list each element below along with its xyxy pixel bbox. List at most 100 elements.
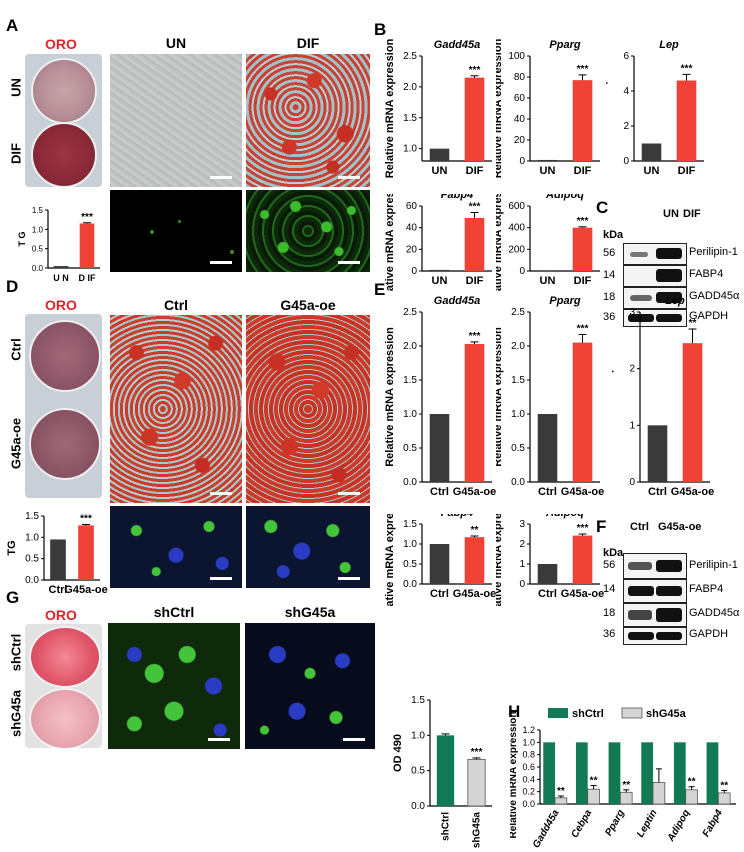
lane-label: G45a-oe <box>658 521 702 533</box>
chart-b-fabp4: Fabp4 0 20 40 60 Relative mRNA expression UN **… <box>384 194 492 292</box>
protein-label: Perilipin-1 <box>689 246 738 258</box>
y-tick-label: 0.0 <box>32 264 44 273</box>
y-axis-label: Relative mRNA expression <box>384 194 396 292</box>
y-axis-label: Relative mRNA expression <box>612 327 614 467</box>
x-tick-label: UN <box>540 165 556 177</box>
bar <box>464 217 485 271</box>
significance-label: ** <box>720 780 728 791</box>
bar <box>436 735 455 806</box>
y-tick-label: 1 <box>519 559 525 570</box>
y-tick-label: 4 <box>623 86 629 97</box>
chart-e-gadd45a: Gadd45a 0.0 0.5 1.0 1.5 2.0 2.5 Relative mRNA e… <box>384 295 496 498</box>
chart-title: Gadd45a <box>434 295 480 307</box>
y-tick-label: 1.0 <box>403 144 417 155</box>
bar <box>467 758 486 807</box>
y-tick-label: 0.5 <box>25 554 39 565</box>
significance-label: *** <box>81 212 93 223</box>
bar <box>554 797 568 805</box>
y-tick-label: 100 <box>508 51 525 62</box>
chart-title: Adipoq <box>545 514 584 519</box>
brightfield-ctrl-image <box>110 315 242 503</box>
protein-label: GADD45α <box>689 290 740 302</box>
well-plate-g <box>25 624 102 748</box>
chart-title: Adipoq <box>545 194 584 201</box>
x-tick-label: shCtrl <box>441 812 452 841</box>
y-tick-label: 20 <box>514 135 526 146</box>
blot-row <box>623 579 687 603</box>
western-blot-c: kDa UN DIF 56 14 18 36 Perilipin-1 FABP4… <box>603 208 743 329</box>
blot-row <box>623 627 687 645</box>
marker-label: 56 <box>603 559 616 571</box>
significance-label: ** <box>557 786 565 797</box>
chart-e-lep: Lep 0 1 2 3 Relative mRNA expression Ctrl ** G45… <box>612 295 714 498</box>
bar <box>673 742 686 804</box>
y-axis-label: TG <box>6 540 18 555</box>
y-axis-label: Relative mRNA expression <box>496 194 504 292</box>
protein-label: Perilipin-1 <box>689 559 738 571</box>
y-axis-label: T G <box>17 232 27 247</box>
bar <box>685 789 698 805</box>
x-tick-label: DIF <box>678 165 696 177</box>
legend-swatch <box>548 708 568 718</box>
y-tick-label: 0.5 <box>403 443 417 454</box>
x-tick-label: G45a-oe <box>453 588 496 600</box>
bar <box>706 742 719 804</box>
y-tick-label: 0 <box>519 579 525 590</box>
y-tick-label: 0.8 <box>522 750 535 760</box>
panel-label-c: C <box>596 198 609 217</box>
marker-label: 18 <box>603 291 616 303</box>
col-label-g1: shCtrl <box>153 604 195 620</box>
oro-label-d: ORO <box>45 297 77 313</box>
y-tick-label: 1.5 <box>411 695 425 706</box>
x-tick-label: UN <box>644 165 660 177</box>
x-tick-label: G45a-oe <box>671 486 714 498</box>
panel-label-f: F <box>596 517 607 536</box>
well-plate-d <box>25 314 102 498</box>
blot-row <box>623 309 687 327</box>
row-label-g2: shG45a <box>8 690 24 737</box>
chart-title: Gadd45a <box>434 39 480 51</box>
bar <box>464 77 485 161</box>
x-tick-label: Ctrl <box>430 486 449 498</box>
significance-label: *** <box>469 331 481 342</box>
y-tick-label: 0 <box>519 156 525 167</box>
y-axis-label: Relative mRNA expression <box>606 38 608 178</box>
bar <box>575 742 588 804</box>
y-tick-label: 0.5 <box>411 766 425 777</box>
x-tick-label: Ctrl <box>49 584 68 596</box>
bar <box>537 564 558 584</box>
bar <box>676 80 697 161</box>
bar <box>572 227 593 271</box>
y-tick-label: 1.0 <box>411 730 425 741</box>
fluorescence-shctrl-image <box>108 623 240 749</box>
y-tick-label: 0.0 <box>403 477 417 488</box>
x-tick-label: G45a-oe <box>561 588 604 600</box>
x-tick-label: UN <box>540 275 556 287</box>
y-tick-label: 400 <box>508 223 525 234</box>
bar <box>641 742 654 804</box>
bar <box>619 791 633 805</box>
y-tick-label: 2.0 <box>511 341 525 352</box>
x-tick-label: shG45a <box>472 812 483 849</box>
bar <box>429 269 450 271</box>
panel-label-e: E <box>374 280 386 299</box>
significance-label: *** <box>577 64 589 75</box>
col-label-a2: DIF <box>296 35 320 51</box>
protein-label: FABP4 <box>689 583 724 595</box>
protein-label: GAPDH <box>689 310 729 322</box>
fluorescence-shg45a-image <box>245 623 375 749</box>
chart-title: Lep <box>659 39 679 51</box>
y-axis-label: Relative mRNA expression <box>496 327 504 467</box>
y-tick-label: 3 <box>629 307 635 318</box>
chart-a-tg: 0.0 0.5 1.0 1.5 T G U N *** D IF <box>17 206 100 283</box>
chart-e-pparg: Pparg 0.0 0.5 1.0 1.5 2.0 2.5 Relative mRNA exp… <box>496 295 604 498</box>
x-tick-label: G45a-oe <box>561 486 604 498</box>
panel-label-b: B <box>374 20 387 39</box>
y-tick-label: 0 <box>411 266 417 277</box>
bar <box>50 539 66 580</box>
marker-label: 14 <box>603 269 616 281</box>
row-label-d1: Ctrl <box>8 338 24 361</box>
y-tick-label: 0.0 <box>411 801 425 812</box>
x-tick-label: Ctrl <box>430 588 449 600</box>
y-tick-label: 20 <box>406 244 418 255</box>
